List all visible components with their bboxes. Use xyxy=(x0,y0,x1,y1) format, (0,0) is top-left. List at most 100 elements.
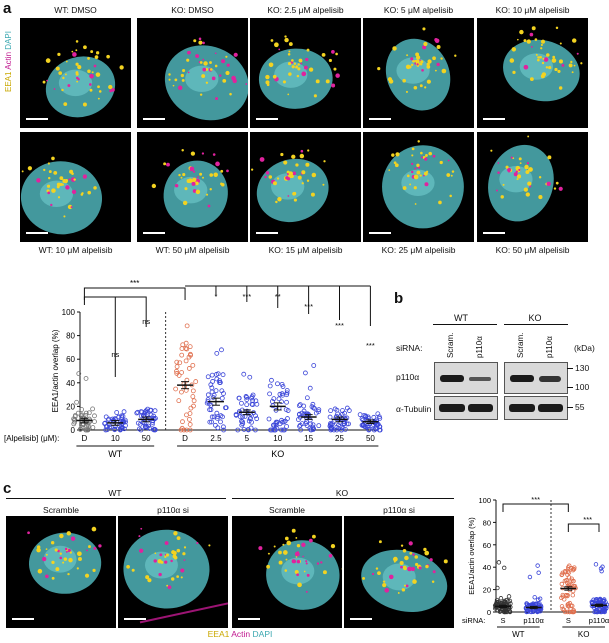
puncta xyxy=(515,170,518,173)
data-point xyxy=(205,374,211,380)
data-point xyxy=(371,414,377,420)
data-point xyxy=(174,359,180,365)
y-tick-label: 100 xyxy=(478,496,491,505)
data-point xyxy=(524,601,529,606)
puncta xyxy=(559,42,562,45)
data-point xyxy=(218,419,223,425)
data-point xyxy=(334,407,340,413)
data-point xyxy=(184,377,190,383)
sig-mark: *** xyxy=(304,302,313,311)
puncta xyxy=(291,528,296,533)
puncta xyxy=(572,38,577,43)
blot-lane-label: Scram. xyxy=(446,332,455,358)
puncta xyxy=(403,584,407,587)
data-point xyxy=(219,347,224,353)
puncta xyxy=(431,580,435,583)
puncta xyxy=(221,182,225,187)
puncta xyxy=(51,560,55,565)
puncta xyxy=(225,70,230,76)
data-point xyxy=(253,427,258,433)
puncta xyxy=(548,65,552,70)
puncta xyxy=(202,41,205,45)
puncta xyxy=(288,50,291,53)
data-point xyxy=(179,389,184,395)
puncta xyxy=(180,568,185,573)
puncta xyxy=(41,556,47,562)
puncta xyxy=(436,62,440,67)
puncta xyxy=(62,76,65,80)
puncta xyxy=(172,550,177,556)
puncta xyxy=(59,556,63,560)
puncta xyxy=(278,48,281,51)
puncta xyxy=(538,56,541,59)
data-point xyxy=(76,371,82,377)
tile-title-c: Scramble xyxy=(43,505,79,515)
puncta xyxy=(541,72,547,77)
data-point xyxy=(277,421,283,427)
data-point xyxy=(507,598,513,604)
data-point xyxy=(241,371,247,377)
data-point xyxy=(191,403,196,409)
puncta xyxy=(215,97,219,101)
puncta xyxy=(65,550,68,553)
puncta xyxy=(192,177,197,182)
puncta xyxy=(158,572,162,577)
panel-c-wt-line xyxy=(6,498,226,499)
legend-actin: Actin xyxy=(4,51,13,70)
data-point xyxy=(279,381,285,387)
puncta xyxy=(55,66,60,71)
puncta xyxy=(297,63,300,66)
puncta xyxy=(320,561,323,564)
puncta xyxy=(407,566,412,572)
data-point xyxy=(268,427,273,433)
data-point xyxy=(176,373,182,378)
puncta xyxy=(440,57,443,60)
data-point xyxy=(138,409,144,415)
puncta xyxy=(280,152,284,157)
puncta xyxy=(293,198,297,202)
puncta xyxy=(412,60,416,63)
data-point xyxy=(307,417,313,423)
puncta xyxy=(164,555,167,558)
puncta xyxy=(282,550,288,555)
puncta xyxy=(46,184,51,188)
data-point xyxy=(277,391,283,397)
data-point xyxy=(219,395,225,401)
puncta xyxy=(196,541,199,545)
puncta xyxy=(425,154,428,157)
puncta xyxy=(93,546,97,550)
nucleus-highlight xyxy=(144,551,178,579)
data-point xyxy=(273,419,279,425)
data-point xyxy=(145,406,151,412)
puncta xyxy=(70,536,76,541)
data-point xyxy=(346,408,352,413)
data-point xyxy=(507,609,513,615)
data-point xyxy=(215,425,221,431)
data-point xyxy=(187,422,193,427)
data-point xyxy=(559,581,565,587)
data-point xyxy=(566,575,572,580)
puncta xyxy=(288,42,293,46)
puncta xyxy=(47,162,50,165)
data-point xyxy=(215,414,221,419)
puncta xyxy=(375,567,379,570)
puncta xyxy=(71,50,74,53)
puncta xyxy=(555,181,559,185)
nucleus-highlight xyxy=(401,169,435,197)
puncta xyxy=(176,575,179,578)
data-point xyxy=(595,609,600,615)
data-point xyxy=(568,603,574,608)
nucleus-highlight xyxy=(382,563,416,591)
puncta xyxy=(545,66,549,69)
puncta xyxy=(551,58,557,63)
scale-bar xyxy=(124,618,146,620)
puncta xyxy=(421,68,424,72)
puncta xyxy=(90,50,94,54)
data-point xyxy=(559,604,565,609)
puncta xyxy=(182,172,186,177)
puncta xyxy=(371,572,375,576)
puncta xyxy=(59,176,64,181)
puncta xyxy=(531,26,536,31)
puncta xyxy=(325,79,330,84)
puncta xyxy=(509,58,515,63)
